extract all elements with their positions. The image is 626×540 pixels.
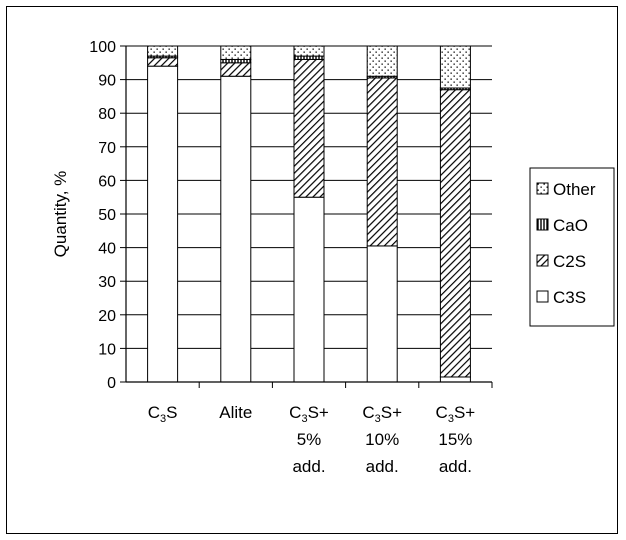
y-tick-label: 80 <box>98 106 116 123</box>
bar-segment-other <box>366 45 398 77</box>
x-tick-label: 5% <box>297 430 322 449</box>
bar-segment-other <box>293 45 325 57</box>
y-tick-label: 30 <box>98 274 116 291</box>
bar-segment-c2s <box>439 89 471 378</box>
x-tick-label: Alite <box>219 403 252 422</box>
legend: Other CaO C2S C3S <box>529 167 615 327</box>
bar-segment-cao <box>220 58 252 64</box>
x-tick-labels: C3S Alite C3S+ 5% add. C3S+ 10% add. C3S+ 15% add. <box>148 403 476 476</box>
bar-segment-c2s <box>366 77 398 247</box>
x-tick-label: add. <box>292 457 325 476</box>
bar-segment-c2s <box>147 57 179 67</box>
legend-swatch-c3s <box>536 290 549 303</box>
bar-segment-c3s <box>147 65 179 383</box>
bar-segment-c2s <box>293 58 325 198</box>
legend-swatch-other <box>536 182 549 195</box>
bars <box>147 45 471 383</box>
y-tick-label: 10 <box>98 341 116 358</box>
bar-segment-cao <box>293 55 325 60</box>
y-axis-label: Quantity, % <box>51 171 70 258</box>
legend-swatch-cao <box>536 218 549 231</box>
legend-label-cao: CaO <box>553 216 588 235</box>
x-tick-label: add. <box>439 457 472 476</box>
y-tick-label: 90 <box>98 73 116 90</box>
x-tick-label: 10% <box>365 430 399 449</box>
legend-label-c2s: C2S <box>553 252 586 271</box>
legend-label-other: Other <box>553 180 596 199</box>
x-tick-label: C3S+ <box>289 403 329 425</box>
x-tick-label: add. <box>366 457 399 476</box>
bar-segment-c2s <box>220 62 252 77</box>
bar-segment-c3s <box>293 196 325 383</box>
y-tick-label: 100 <box>89 39 116 56</box>
axes <box>120 45 493 388</box>
y-tick-label: 50 <box>98 207 116 224</box>
x-tick-label: 15% <box>438 430 472 449</box>
x-tick-label: C3S <box>148 403 178 425</box>
y-tick-label: 20 <box>98 308 116 325</box>
x-tick-label: C3S+ <box>436 403 476 425</box>
bar-segment-c3s <box>439 376 471 383</box>
bar-segment-other <box>147 45 179 57</box>
bar-segment-other <box>439 45 471 89</box>
y-tick-label: 0 <box>107 375 116 392</box>
bar-segment-other <box>220 45 252 60</box>
x-tick-label: C3S+ <box>362 403 402 425</box>
y-tick-label: 60 <box>98 173 116 190</box>
legend-label-c3s: C3S <box>553 288 586 307</box>
bar-segment-c3s <box>220 75 252 383</box>
y-tick-labels: 0 10 20 30 40 50 60 70 80 90 100 <box>89 39 116 392</box>
y-tick-label: 70 <box>98 140 116 157</box>
bar-segment-c3s <box>366 245 398 383</box>
y-tick-label: 40 <box>98 241 116 258</box>
legend-swatch-c2s <box>536 254 549 267</box>
